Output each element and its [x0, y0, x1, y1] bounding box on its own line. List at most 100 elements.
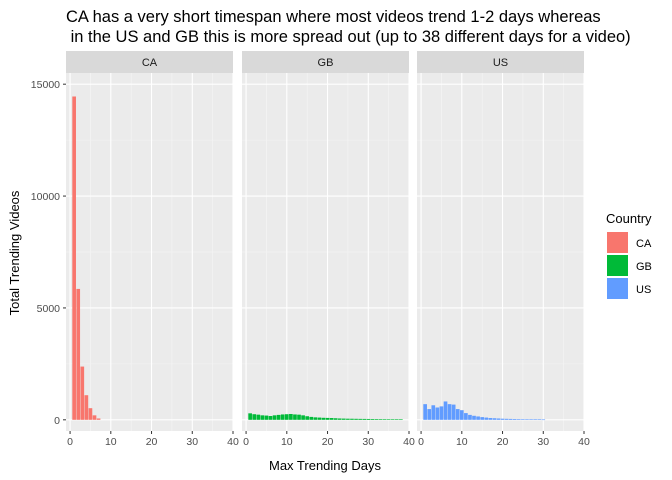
bar — [464, 413, 468, 420]
x-tick-label: 10 — [105, 436, 117, 448]
facet-panel-us: US — [417, 51, 585, 431]
title-line-1: CA has a very short timespan where most … — [66, 8, 601, 26]
bar — [443, 401, 448, 420]
x-tick-label: 0 — [243, 436, 249, 448]
legend-item-us: US — [607, 278, 651, 299]
x-tick-label: 0 — [418, 436, 424, 448]
bar — [468, 414, 472, 420]
bar — [358, 418, 362, 420]
bar — [492, 418, 497, 420]
y-axis: 0 5000 10000 15000 — [31, 79, 66, 427]
bar — [476, 416, 480, 420]
bar — [317, 417, 322, 420]
bar — [537, 419, 542, 421]
legend-swatch — [607, 255, 628, 276]
bar — [264, 415, 269, 420]
bar — [386, 419, 391, 420]
bar — [88, 408, 93, 420]
bar — [394, 419, 399, 420]
bar — [521, 419, 525, 420]
facet-strip — [66, 51, 233, 73]
bar — [370, 419, 375, 420]
facet-strip-label: CA — [142, 57, 158, 69]
bar — [541, 419, 546, 421]
legend-title: Country — [606, 211, 652, 226]
bar — [484, 417, 489, 420]
y-tick-label: 5000 — [37, 303, 61, 315]
facet-panels: CA GB US — [66, 51, 585, 431]
x-tick-label: 20 — [322, 436, 334, 448]
bar — [260, 415, 265, 420]
legend-swatch — [607, 278, 628, 299]
bar — [248, 413, 252, 420]
bar — [289, 413, 293, 420]
x-tick-label: 0 — [67, 436, 73, 448]
legend-item-ca: CA — [607, 232, 652, 253]
bar — [508, 418, 513, 420]
bar — [293, 414, 297, 420]
bar — [297, 414, 301, 420]
bar — [346, 418, 350, 420]
bar — [399, 419, 403, 421]
bar — [276, 414, 281, 420]
chart-title: CA has a very short timespan where most … — [66, 8, 631, 46]
bar — [80, 366, 85, 420]
bar — [374, 419, 379, 420]
bar — [435, 407, 440, 420]
legend-label: GB — [636, 261, 652, 273]
x-axis-ca: 0 10 20 30 40 — [67, 431, 239, 448]
facet-strip — [417, 51, 584, 73]
bar — [533, 419, 537, 420]
facet-panel-ca: CA — [66, 51, 234, 431]
facet-strip-label: US — [493, 57, 508, 69]
x-tick-label: 40 — [403, 436, 415, 448]
bar — [350, 418, 354, 420]
bar — [325, 417, 330, 420]
y-tick-label: 10000 — [31, 191, 60, 203]
bars-gb — [248, 413, 403, 421]
bar — [455, 409, 460, 420]
bar — [76, 288, 81, 420]
bar — [472, 415, 476, 420]
bar — [488, 418, 493, 420]
bar — [284, 414, 289, 420]
bar — [280, 414, 285, 420]
legend-label: US — [636, 284, 651, 296]
bar — [84, 395, 89, 420]
bar — [378, 419, 383, 420]
x-axis-us: 0 10 20 30 40 — [418, 431, 590, 448]
bar — [447, 404, 452, 420]
x-tick-label: 40 — [578, 436, 590, 448]
bar — [256, 414, 261, 420]
bar — [272, 415, 277, 420]
bar — [329, 418, 334, 420]
bars-us — [423, 401, 546, 421]
y-tick-label: 15000 — [31, 79, 60, 91]
bar — [309, 416, 314, 420]
y-axis-title: Total Trending Videos — [7, 190, 22, 315]
bar — [92, 415, 97, 420]
bar — [313, 417, 318, 420]
bar — [459, 410, 464, 420]
bar — [439, 406, 444, 420]
x-tick-label: 30 — [537, 436, 549, 448]
title-line-2: in the US and GB this is more spread out… — [66, 28, 631, 46]
bar — [525, 419, 529, 420]
bar — [72, 96, 76, 420]
bar — [382, 419, 387, 420]
bar — [480, 417, 485, 420]
bar — [366, 418, 371, 420]
bar — [96, 418, 101, 420]
legend-item-gb: GB — [607, 255, 652, 276]
bar — [500, 418, 505, 420]
bar — [354, 418, 358, 420]
bar — [321, 417, 326, 420]
x-axis-gb: 0 10 20 30 40 — [243, 431, 415, 448]
bar — [423, 404, 427, 420]
x-tick-label: 10 — [281, 436, 293, 448]
x-axes: 0 10 20 30 40 0 10 20 30 40 0 10 20 30 40 — [67, 431, 590, 448]
legend: Country CA GB US — [606, 211, 652, 299]
legend-label: CA — [636, 238, 652, 250]
bar — [516, 419, 521, 420]
